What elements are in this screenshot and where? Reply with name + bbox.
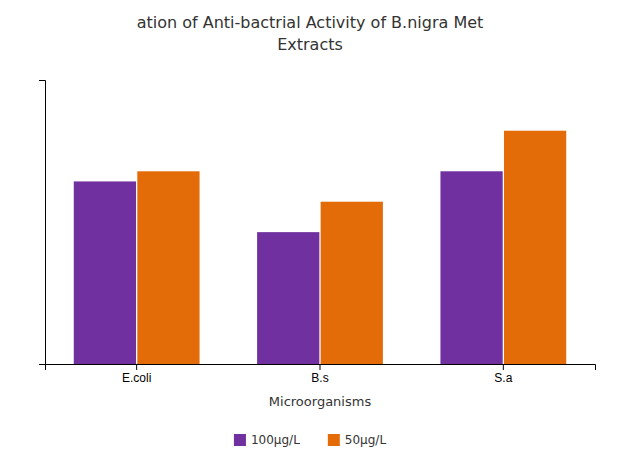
title-line: ation of Anti-bactrial Activity of B.nig…: [137, 13, 484, 32]
bar: [257, 232, 319, 364]
bar: [504, 131, 566, 364]
y-axis-line: [39, 81, 46, 365]
title: ation of Anti-bactrial Activity of B.nig…: [137, 13, 484, 54]
x-axis-label: Microorganisms: [269, 394, 372, 409]
x-axis-line: [46, 365, 596, 371]
x-tick: S.a: [494, 364, 512, 385]
x-tick-label: S.a: [494, 371, 512, 385]
x-tick: B.s: [311, 364, 328, 385]
x-axis: E.coli B.s S.a: [46, 364, 596, 385]
legend-item: 100μg/L: [234, 433, 300, 447]
bar: [74, 181, 136, 364]
legend-swatch: [328, 434, 340, 446]
legend-swatch: [234, 434, 246, 446]
x-tick-mark: [136, 364, 137, 370]
x-tick-mark: [320, 364, 321, 370]
x-tick-label: E.coli: [122, 371, 151, 385]
bars: [74, 131, 566, 364]
x-tick-label: B.s: [311, 371, 328, 385]
bar: [440, 171, 502, 364]
legend-label: 50μg/L: [345, 433, 387, 447]
x-tick: E.coli: [122, 364, 151, 385]
y-axis: [39, 81, 46, 365]
bar: [321, 202, 383, 364]
legend: 100μg/L 50μg/L: [234, 433, 386, 447]
x-tick-mark: [503, 364, 504, 370]
legend-label: 100μg/L: [251, 433, 300, 447]
legend-item: 50μg/L: [328, 433, 387, 447]
plot: E.coli B.s S.a Microorganisms: [39, 81, 596, 410]
bar: [137, 171, 199, 364]
title-line: Extracts: [277, 35, 343, 54]
chart: ation of Anti-bactrial Activity of B.nig…: [0, 0, 620, 474]
